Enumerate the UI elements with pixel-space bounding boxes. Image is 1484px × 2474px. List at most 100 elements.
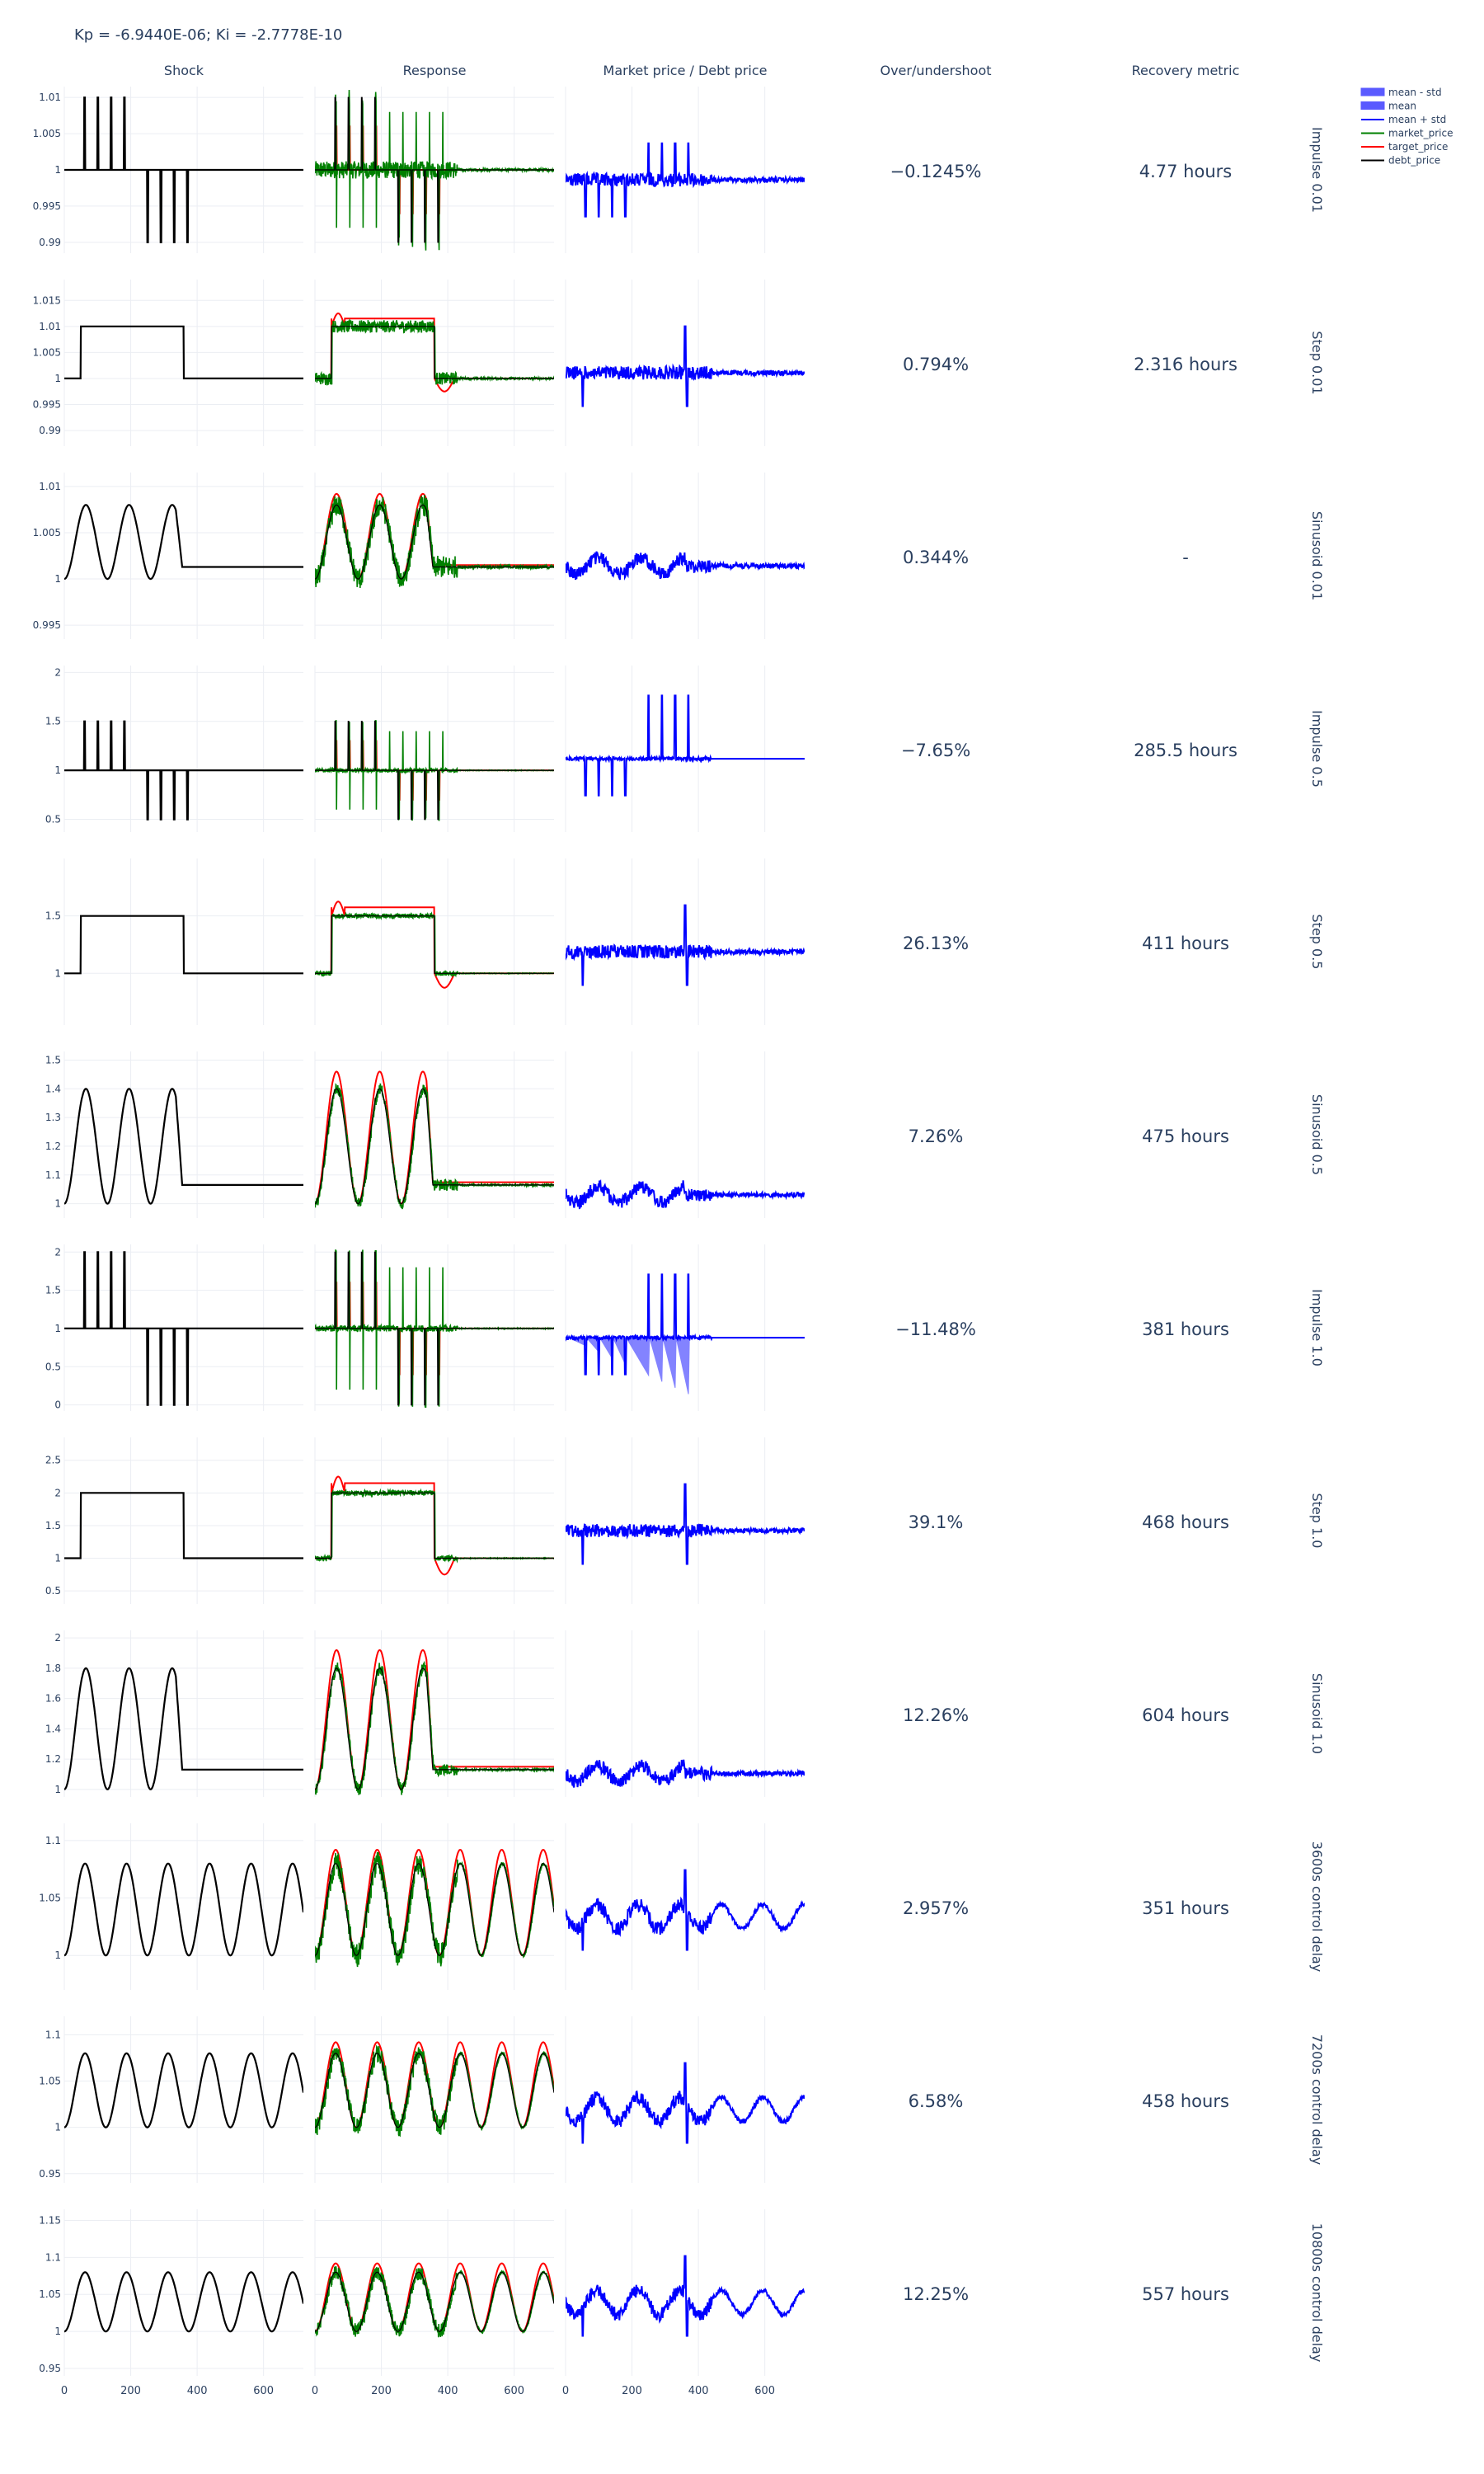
panel-response: [314, 1630, 554, 1797]
panel-response: [314, 1244, 554, 1411]
figure-title: Kp = -6.9440E-06; Ki = -2.7778E-10: [74, 26, 342, 44]
panel-shock: 1.15 1.1 1.05 1 0.95: [39, 2209, 303, 2376]
mean-std-band: [568, 1336, 690, 1395]
panel-shock: 2 1.5 1 0.5 0: [45, 1244, 303, 1411]
recovery-value: 604 hours: [1142, 1705, 1229, 1725]
panel-ratio: [565, 1630, 805, 1797]
row-label: 10800s control delay: [1309, 2223, 1325, 2363]
legend-item-market-price[interactable]: market_price: [1361, 128, 1453, 139]
legend-label: debt_price: [1388, 155, 1440, 167]
y-tick-label: 1.2: [45, 1753, 61, 1765]
debt-price-line: [315, 915, 554, 974]
panel-ratio: [565, 87, 805, 253]
y-tick-label: 1.05: [39, 2288, 61, 2300]
y-tick-label: 1.1: [45, 2251, 61, 2263]
debt-price-line: [64, 325, 303, 379]
overshoot-value: −7.65%: [901, 741, 970, 760]
y-tick-label: 1: [54, 1950, 61, 1961]
x-tick-label: 600: [754, 2385, 775, 2397]
y-tick-label: 0.95: [39, 2363, 61, 2374]
panel-shock: 1.01 1.005 1 0.995 0.99: [33, 87, 303, 253]
y-tick-label: 1: [54, 2122, 61, 2133]
row-label: Sinusoid 1.0: [1309, 1673, 1325, 1754]
overshoot-value: 7.26%: [909, 1126, 964, 1146]
y-tick-label: 0.5: [45, 1585, 61, 1597]
panel-ratio: [565, 280, 805, 446]
legend-label: mean - std: [1388, 87, 1442, 98]
row-label: Step 1.0: [1309, 1493, 1325, 1549]
debt-price-line: [315, 721, 554, 821]
column-header-1: Shock: [164, 63, 204, 78]
panel-response: [314, 87, 554, 253]
recovery-value: 285.5 hours: [1134, 741, 1237, 760]
recovery-value: 4.77 hours: [1139, 162, 1232, 181]
column-header-2: Response: [403, 63, 467, 78]
column-header-4: Over/undershoot: [880, 63, 991, 78]
legend[interactable]: mean - std mean mean + std market_pricetarg…: [1360, 87, 1453, 167]
debt-price-line: [315, 326, 554, 379]
legend-label: target_price: [1388, 141, 1448, 153]
column-headers: Shock Response Market price / Debt price Ov…: [164, 63, 1239, 78]
x-tick-label: 200: [622, 2385, 642, 2397]
y-tick-label: 0.95: [39, 2168, 61, 2180]
legend-item-mean-std[interactable]: mean + std: [1361, 114, 1446, 125]
y-tick-label: 1.005: [33, 128, 61, 139]
market-debt-ratio-line: [566, 1759, 805, 1788]
market-debt-ratio-line: [566, 142, 805, 218]
x-tick-label: 600: [504, 2385, 524, 2397]
panel-ratio: [565, 1437, 805, 1604]
panel-response: [314, 280, 554, 446]
y-tick-label: 0.99: [39, 425, 61, 436]
y-tick-label: 2.5: [45, 1455, 61, 1466]
market-debt-ratio-line: [566, 2062, 805, 2144]
recovery-value: 557 hours: [1142, 2284, 1229, 2304]
recovery-value: 381 hours: [1142, 1319, 1229, 1339]
panel-ratio: [565, 666, 805, 832]
debt-price-line: [64, 504, 303, 581]
legend-item-target-price[interactable]: target_price: [1361, 141, 1448, 153]
recovery-value: 351 hours: [1142, 1898, 1229, 1918]
panel-shock: 2.5 2 1.5 1 0.5: [45, 1437, 303, 1604]
legend-item-mean[interactable]: mean: [1360, 101, 1416, 112]
y-tick-label: 1.4: [45, 1083, 61, 1094]
recovery-value: 468 hours: [1142, 1512, 1229, 1532]
market-debt-ratio-line: [566, 325, 805, 407]
chart-rows: 1.01 1.005 1 0.995 0.99 −0.1245% 4.77 hours Imp…: [33, 87, 1325, 2376]
debt-price-line: [64, 915, 303, 975]
x-tick-label: 0: [61, 2385, 68, 2397]
market-debt-ratio-line: [566, 1273, 805, 1376]
y-tick-label: 1.2: [45, 1141, 61, 1152]
market-debt-ratio-line: [566, 1483, 805, 1565]
y-tick-label: 1: [54, 1553, 61, 1564]
market-price-line: [315, 494, 554, 589]
y-tick-label: 1: [54, 573, 61, 585]
legend-item-debt-price[interactable]: debt_price: [1361, 155, 1440, 167]
row-step-0-01: 1.015 1.01 1.005 1 0.995 0.99 0.794% 2.316 hour…: [33, 280, 1325, 446]
y-tick-label: 1: [54, 1784, 61, 1795]
y-tick-label: 2: [54, 666, 61, 678]
y-tick-label: 1.1: [45, 2029, 61, 2040]
y-tick-label: 1.05: [39, 1893, 61, 1904]
legend-item-mean-std[interactable]: mean - std: [1360, 87, 1442, 98]
y-tick-label: 1.3: [45, 1112, 61, 1123]
row-step-1-0: 2.5 2 1.5 1 0.5 39.1% 468 hours Step 1.0: [45, 1437, 1325, 1604]
y-tick-label: 1.015: [33, 294, 61, 306]
debt-price-line: [315, 2053, 554, 2128]
panel-ratio: [565, 2209, 805, 2376]
y-tick-label: 1.5: [45, 716, 61, 727]
y-tick-label: 1.01: [39, 92, 61, 103]
y-tick-label: 1.6: [45, 1693, 61, 1705]
debt-price-line: [64, 1251, 303, 1406]
recovery-value: 2.316 hours: [1134, 355, 1237, 374]
y-tick-label: 1: [54, 2326, 61, 2337]
y-tick-label: 1.01: [39, 481, 61, 492]
legend-label: mean + std: [1388, 114, 1446, 125]
y-tick-label: 1.01: [39, 321, 61, 332]
y-tick-label: 0.995: [33, 399, 61, 411]
debt-price-line: [315, 1251, 554, 1406]
panel-response: [314, 2016, 554, 2183]
y-tick-label: 1.15: [39, 2214, 61, 2226]
debt-price-line: [64, 1088, 303, 1205]
debt-price-line: [64, 1667, 303, 1790]
